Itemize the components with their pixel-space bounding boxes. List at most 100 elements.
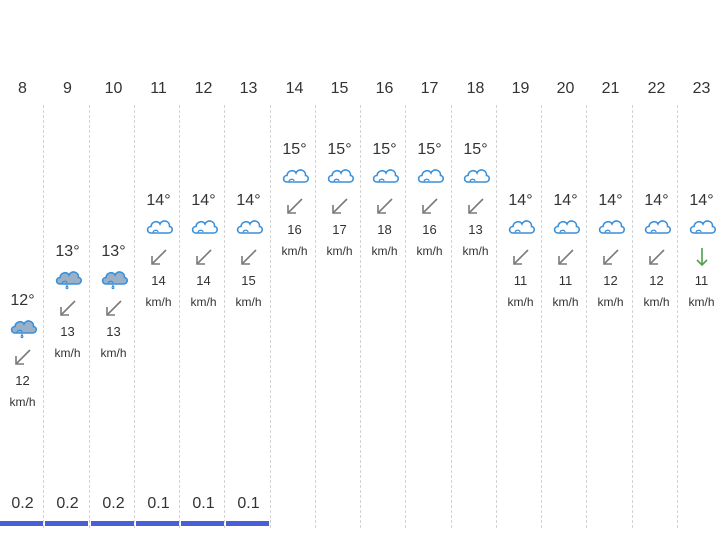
hour-column: 9 13° 13 km/h 0.2 [45,0,90,542]
precipitation-bar [91,521,134,526]
cloud-icon [688,214,716,240]
cloud-icon [371,163,399,189]
precipitation-bar [0,521,43,526]
cloud-icon [507,214,535,240]
wind-speed-unit: km/h [552,295,579,309]
forecast-detail: 15° 18 km/h [362,140,407,259]
wind-speed-unit: km/h [462,244,489,258]
column-divider [89,105,90,528]
temperature: 14° [598,192,623,209]
wind-speed: 13 [106,324,121,339]
wind-arrow-southwest-icon [103,297,125,319]
wind-speed: 11 [558,273,573,288]
hour-label: 19 [511,80,530,97]
wind-arrow-southwest-icon [148,246,170,268]
wind-arrow-southwest-icon [374,195,396,217]
wind-arrow-southwest-icon [510,246,532,268]
wind-speed: 16 [422,222,437,237]
hour-column: 22 14° 12 km/h [634,0,679,542]
hour-label: 12 [194,80,213,97]
wind-arrow-southwest-icon [57,297,79,319]
wind-speed: 11 [694,273,709,288]
wind-speed-unit: km/h [326,244,353,258]
hour-column: 23 14° 11 km/h [679,0,724,542]
hour-label: 16 [375,80,394,97]
wind-speed-unit: km/h [100,346,127,360]
cloud-icon [462,163,490,189]
wind-speed: 14 [196,273,211,288]
cloud-icon [552,214,580,240]
temperature: 14° [191,192,216,209]
temperature: 13° [101,243,126,260]
precipitation-bar [226,521,269,526]
cloud-icon [643,214,671,240]
temperature: 15° [372,141,397,158]
rain-cloud-icon [54,265,82,291]
forecast-detail: 14° 15 km/h [226,191,271,310]
wind-speed: 16 [287,222,302,237]
column-divider [677,105,678,528]
wind-arrow-southwest-icon [238,246,260,268]
cloud-icon [190,214,218,240]
wind-speed: 13 [60,324,75,339]
wind-speed: 17 [332,222,347,237]
column-divider [586,105,587,528]
wind-speed: 11 [513,273,528,288]
forecast-detail: 15° 17 km/h [317,140,362,259]
temperature: 15° [463,141,488,158]
precipitation-amount: 0.1 [192,495,215,512]
hour-column: 15 15° 17 km/h [317,0,362,542]
wind-speed: 14 [151,273,166,288]
hour-label: 17 [420,80,439,97]
hour-label: 20 [556,80,575,97]
forecast-detail: 12° 12 km/h [0,291,45,410]
precipitation-bar [136,521,179,526]
hour-label: 14 [285,80,304,97]
wind-speed-unit: km/h [190,295,217,309]
column-divider [405,105,406,528]
temperature: 14° [553,192,578,209]
column-divider [224,105,225,528]
forecast-detail: 15° 16 km/h [407,140,452,259]
hour-column: 19 14° 11 km/h [498,0,543,542]
forecast-detail: 14° 11 km/h [543,191,588,310]
temperature: 15° [282,141,307,158]
column-divider [541,105,542,528]
forecast-detail: 13° 13 km/h [45,242,90,361]
wind-speed-unit: km/h [54,346,81,360]
hour-label: 10 [104,80,123,97]
cloud-icon [235,214,263,240]
forecast-detail: 14° 14 km/h [136,191,181,310]
forecast-detail: 14° 11 km/h [679,191,724,310]
rain-cloud-icon [100,265,128,291]
wind-arrow-south-icon [691,246,713,268]
column-divider [315,105,316,528]
wind-speed-unit: km/h [9,395,36,409]
cloud-icon [281,163,309,189]
hour-column: 16 15° 18 km/h [362,0,407,542]
forecast-detail: 15° 13 km/h [453,140,498,259]
wind-speed: 13 [468,222,483,237]
precipitation-bar [181,521,224,526]
wind-arrow-southwest-icon [284,195,306,217]
wind-speed-unit: km/h [688,295,715,309]
cloud-icon [416,163,444,189]
hour-label: 21 [601,80,620,97]
cloud-icon [597,214,625,240]
hour-column: 8 12° 12 km/h 0.2 [0,0,45,542]
column-divider [134,105,135,528]
precipitation-amount: 0.2 [56,495,79,512]
forecast-detail: 15° 16 km/h [272,140,317,259]
forecast-detail: 14° 12 km/h [634,191,679,310]
temperature: 14° [689,192,714,209]
temperature: 14° [146,192,171,209]
cloud-icon [326,163,354,189]
temperature: 15° [327,141,352,158]
temperature: 14° [644,192,669,209]
forecast-detail: 14° 12 km/h [588,191,633,310]
forecast-detail: 13° 13 km/h [91,242,136,361]
wind-speed: 12 [603,273,618,288]
wind-arrow-southwest-icon [12,346,34,368]
wind-speed-unit: km/h [416,244,443,258]
